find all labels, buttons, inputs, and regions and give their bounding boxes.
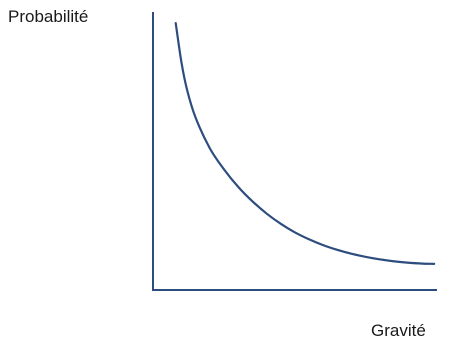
series-curve <box>174 22 436 265</box>
x-axis-label: Gravité <box>371 321 426 340</box>
y-axis-label: Probabilité <box>8 7 88 26</box>
